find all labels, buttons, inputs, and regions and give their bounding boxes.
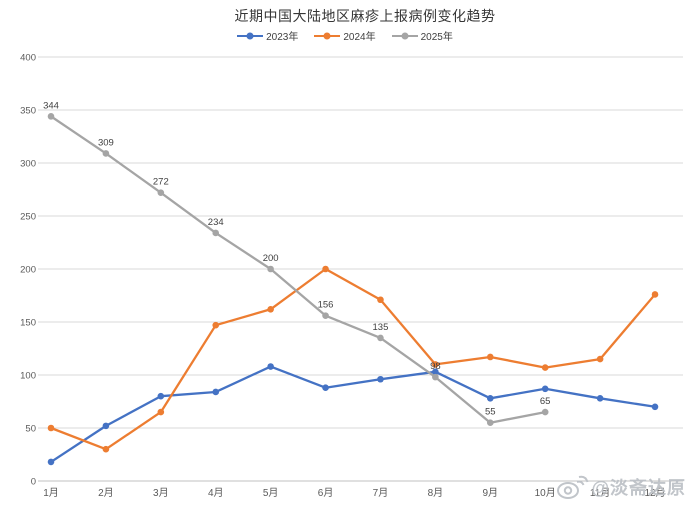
data-label-2025: 344 xyxy=(43,100,59,111)
series-line-2023 xyxy=(49,365,657,464)
x-axis-tick-label: 2月 xyxy=(98,487,114,499)
series-line-2025 xyxy=(49,115,547,424)
y-axis-tick-label: 150 xyxy=(20,318,36,329)
x-axis-tick-label: 5月 xyxy=(263,487,279,499)
data-point-2023 xyxy=(432,368,439,376)
legend-marker-2025-icon xyxy=(391,32,418,39)
legend-label-2024: 2024年 xyxy=(343,32,376,43)
legend-marker-2024-icon xyxy=(314,32,341,39)
x-axis-tick-label: 8月 xyxy=(428,487,444,499)
legend-item-2024: 2024年 xyxy=(314,28,376,43)
chart-legend: 2023年 2024年 2025年 xyxy=(0,28,690,43)
data-label-2025: 309 xyxy=(98,137,114,148)
data-point-2025 xyxy=(157,189,165,196)
data-label-2025: 135 xyxy=(373,322,389,333)
data-point-2025 xyxy=(267,265,274,273)
y-axis-tick-label: 0 xyxy=(31,477,36,488)
data-point-2024 xyxy=(267,305,274,313)
y-axis-tick-label: 100 xyxy=(20,371,36,382)
y-axis-tick-label: 300 xyxy=(20,159,36,170)
data-label-2025: 272 xyxy=(153,177,169,188)
y-axis-tick-label: 250 xyxy=(20,212,36,223)
data-point-2025 xyxy=(486,419,494,427)
data-point-2024 xyxy=(212,321,220,329)
y-axis-tick-label: 50 xyxy=(25,424,36,435)
data-label-2025: 156 xyxy=(318,300,334,311)
series-line-2024 xyxy=(49,267,657,451)
chart-title: 近期中国大陆地区麻疹上报病例变化趋势 xyxy=(234,8,496,24)
data-point-2023 xyxy=(102,422,110,430)
data-point-2024 xyxy=(541,364,549,371)
legend-label-2025: 2025年 xyxy=(420,32,453,43)
data-label-2025: 65 xyxy=(540,396,551,407)
data-point-2024 xyxy=(596,355,604,363)
x-axis-tick-label: 11月 xyxy=(590,487,610,499)
data-point-2025 xyxy=(212,229,220,237)
x-axis-tick-label: 3月 xyxy=(153,487,169,499)
data-point-2023 xyxy=(157,392,165,400)
data-point-2024 xyxy=(486,353,494,361)
data-point-2024 xyxy=(102,445,110,453)
data-point-2024 xyxy=(157,408,165,416)
data-point-2023 xyxy=(541,385,549,393)
x-axis-tick-label: 4月 xyxy=(208,487,224,499)
legend-marker-2023-icon xyxy=(237,32,264,39)
data-point-2024 xyxy=(432,361,439,368)
data-point-2025 xyxy=(432,373,439,381)
x-axis-tick-label: 12月 xyxy=(644,487,665,499)
x-axis-tick-label: 6月 xyxy=(318,487,334,499)
y-axis-tick-label: 400 xyxy=(20,53,36,64)
data-point-2025 xyxy=(102,150,110,157)
data-point-2024 xyxy=(651,291,659,298)
data-point-2025 xyxy=(322,312,329,319)
data-point-2023 xyxy=(47,458,55,466)
y-axis-tick-label: 200 xyxy=(20,265,36,276)
data-point-2025 xyxy=(47,113,55,120)
data-point-2023 xyxy=(596,395,604,402)
data-point-2023 xyxy=(486,395,494,402)
data-point-2023 xyxy=(651,403,659,411)
x-axis-tick-label: 1月 xyxy=(43,487,59,499)
data-point-2024 xyxy=(47,424,55,432)
data-label-2025: 234 xyxy=(208,217,224,228)
x-axis-tick-label: 10月 xyxy=(535,487,556,499)
legend-item-2025: 2025年 xyxy=(391,28,453,43)
data-point-2023 xyxy=(267,363,274,370)
x-axis-tick-label: 7月 xyxy=(373,487,389,499)
data-point-2023 xyxy=(377,375,384,383)
legend-item-2023: 2023年 xyxy=(237,28,298,43)
y-axis-tick-label: 350 xyxy=(20,106,36,117)
data-point-2023 xyxy=(322,384,329,392)
data-label-2025: 55 xyxy=(485,407,496,418)
data-point-2023 xyxy=(212,388,220,396)
data-point-2024 xyxy=(377,296,384,304)
data-point-2025 xyxy=(377,334,384,342)
x-axis-tick-label: 9月 xyxy=(482,487,498,499)
data-label-2025: 200 xyxy=(263,253,279,264)
data-point-2025 xyxy=(541,408,549,416)
data-label-2025: 98 xyxy=(430,361,441,372)
data-point-2024 xyxy=(322,265,329,273)
legend-label-2023: 2023年 xyxy=(266,32,299,43)
